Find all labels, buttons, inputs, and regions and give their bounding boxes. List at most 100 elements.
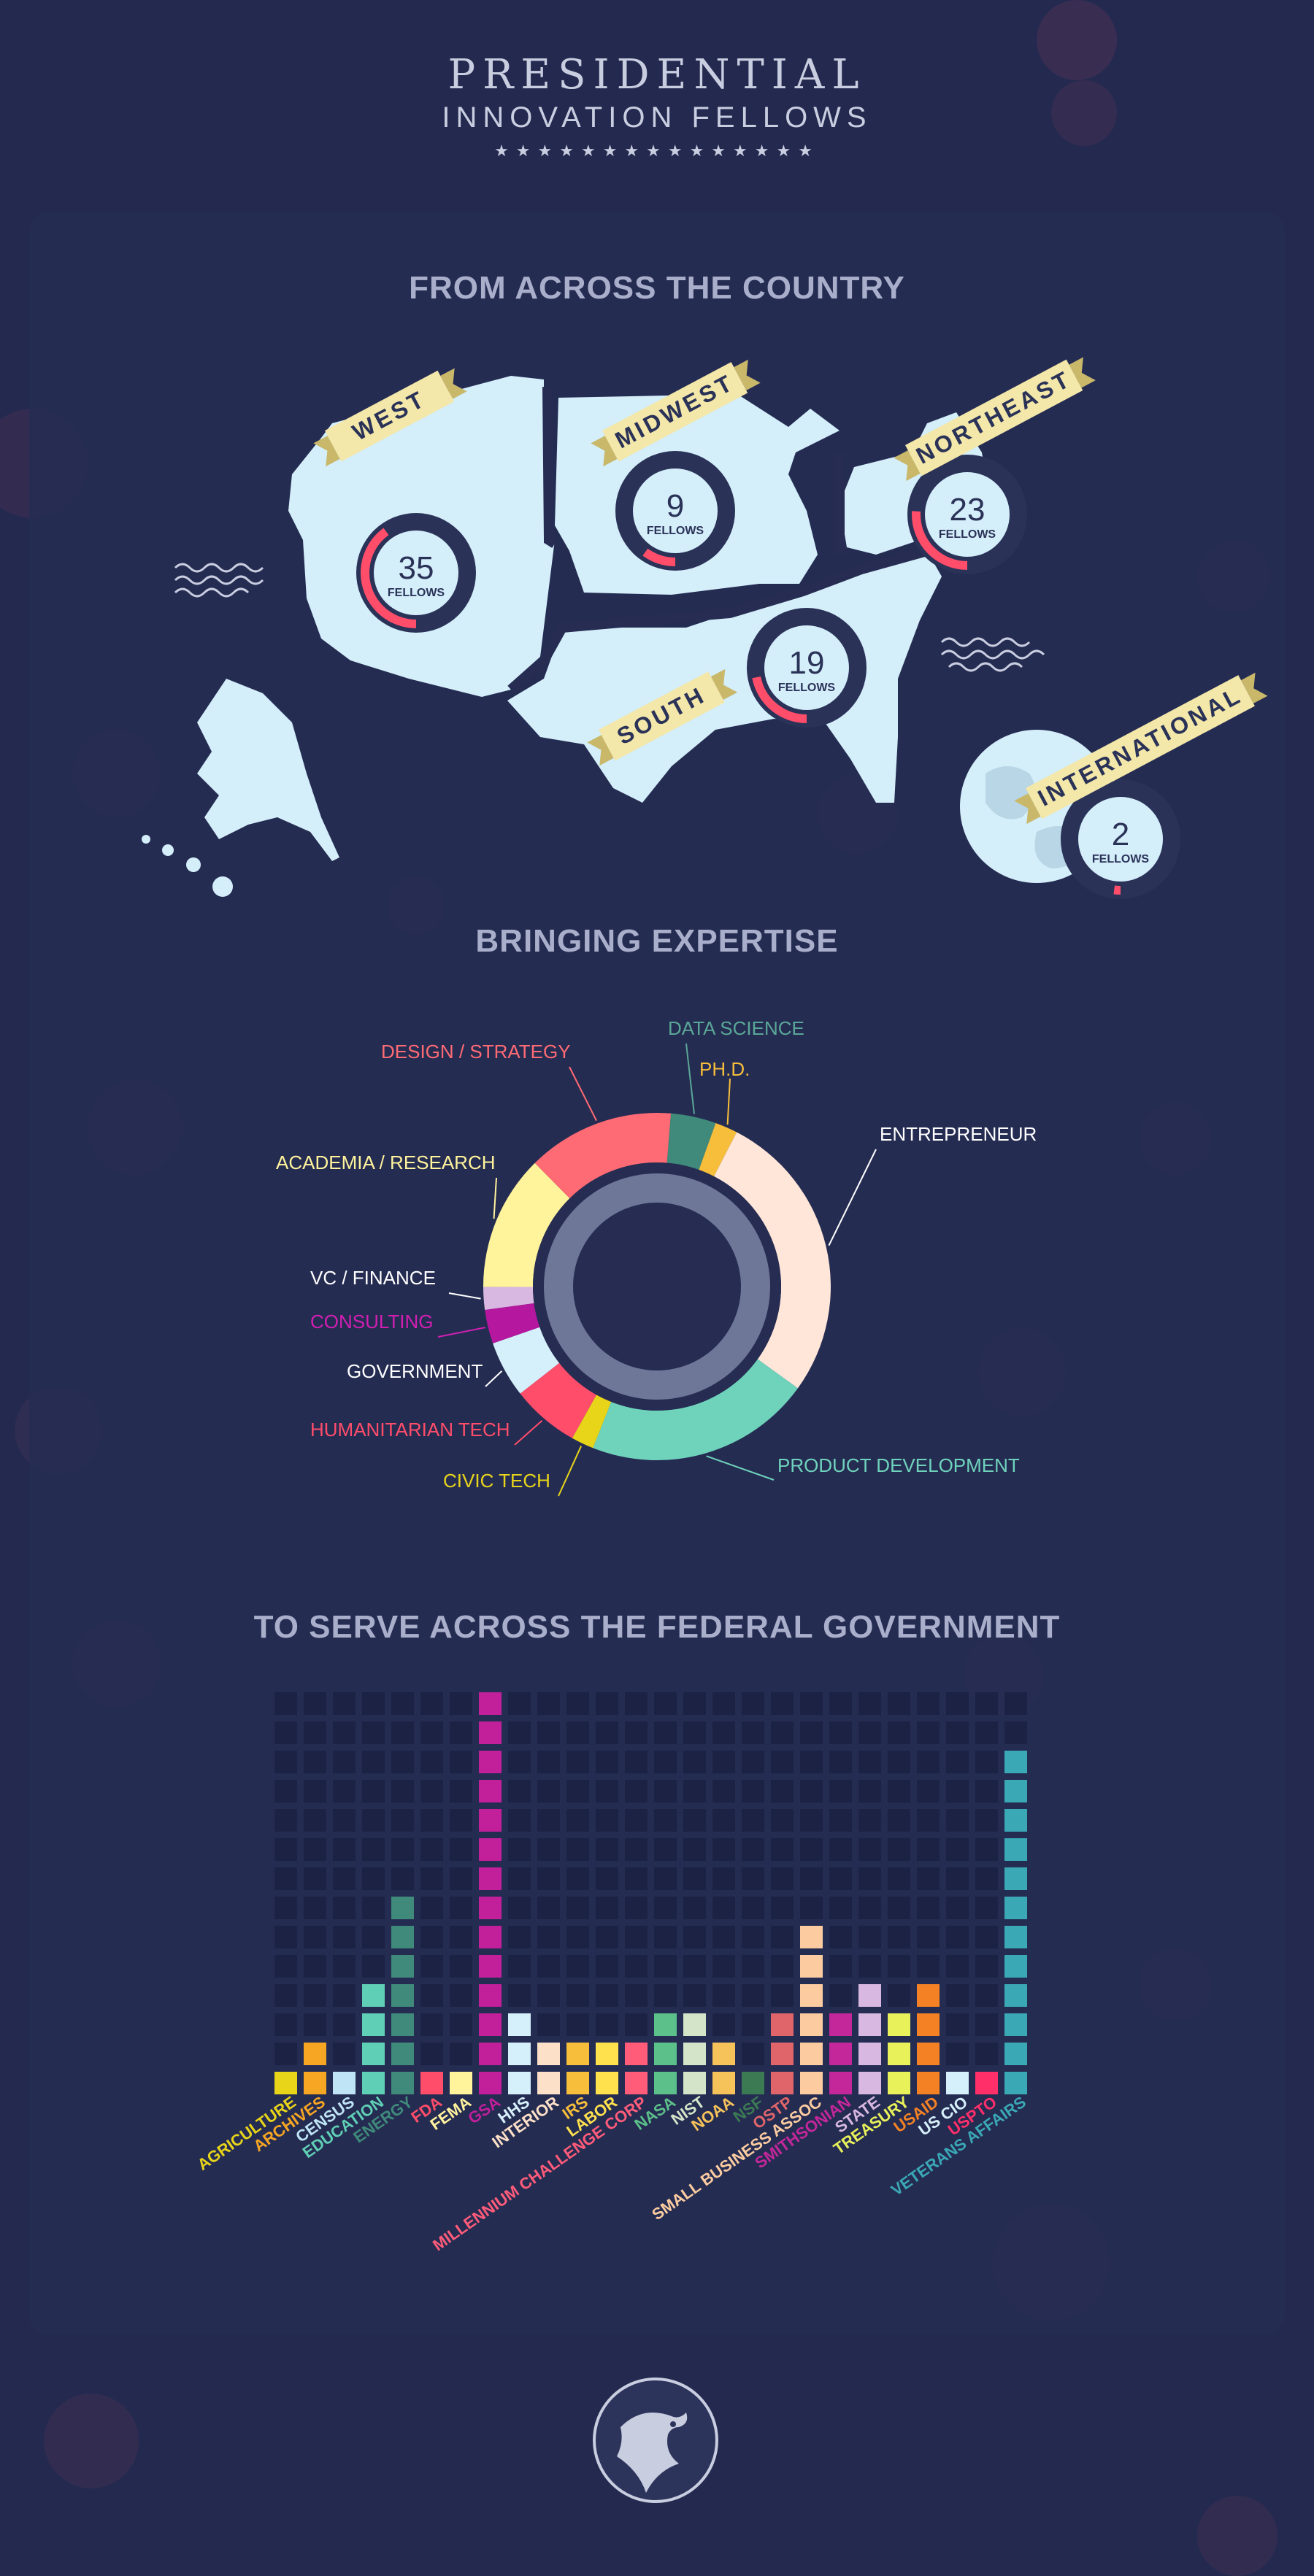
grid-cell (596, 1838, 618, 1861)
bar-millennium-challenge-corp (625, 2043, 648, 2094)
alaska-shape (197, 679, 339, 861)
donut-leader-ph-d (726, 1078, 731, 1125)
region-count: 35 (399, 550, 434, 586)
bar-nasa (654, 2013, 677, 2094)
grid-cell (537, 1751, 560, 1773)
grid-cell (391, 1809, 414, 1832)
ring-progress-arc (912, 459, 1023, 570)
grid-cell (946, 1751, 969, 1773)
grid-cell (391, 1867, 414, 1890)
bar-cell (1004, 1751, 1027, 1773)
grid-cell (508, 1897, 531, 1919)
bar-ostp (771, 2013, 794, 2094)
grid-cell (420, 1838, 443, 1861)
grid-cell (800, 1721, 823, 1744)
donut-slice-academia-research (483, 1162, 570, 1287)
grid-cell (333, 1867, 356, 1890)
region-count: 19 (789, 645, 825, 681)
donut-slice-vc-finance (483, 1287, 534, 1311)
grid-cell (304, 2013, 326, 2036)
donut-label-consulting: CONSULTING (310, 1311, 434, 1333)
bar-cell (771, 2072, 794, 2094)
grid-cell (742, 1751, 764, 1773)
grid-cell (683, 1867, 706, 1890)
agency-bars (274, 1692, 1027, 2094)
hawaii-island-2 (162, 844, 174, 856)
grid-cell (946, 1955, 969, 1978)
grid-cell (888, 1692, 910, 1715)
grid-cell (596, 1955, 618, 1978)
grid-cell (304, 1955, 326, 1978)
grid-cell (420, 1692, 443, 1715)
grid-cell (654, 1721, 677, 1744)
donut-slice-government (493, 1327, 560, 1394)
grid-cell (420, 1867, 443, 1890)
grid-cell (420, 1897, 443, 1919)
bar-usaid (917, 1984, 940, 2094)
grid-cell (712, 1692, 735, 1715)
bar-cell (917, 2043, 940, 2065)
grid-cell (712, 1721, 735, 1744)
bar-cell (888, 2072, 910, 2094)
bar-cell (566, 2043, 589, 2065)
region-count: 2 (1112, 817, 1129, 852)
grid-cell (537, 1721, 560, 1744)
donut-leader-government (485, 1370, 503, 1387)
donut-slice-data-science (666, 1113, 716, 1170)
grid-cell (596, 2013, 618, 2036)
ring-progress-arc (751, 612, 862, 723)
grid-cell (683, 1751, 706, 1773)
grid-cell (450, 2043, 472, 2065)
grid-cell (683, 1721, 706, 1744)
grid-cell (274, 1867, 297, 1890)
bar-cell (742, 2072, 764, 2094)
grid-cell (450, 1751, 472, 1773)
header-title: PRESIDENTIAL (447, 51, 867, 99)
bar-cell (596, 2043, 618, 2065)
bar-cell (1004, 2043, 1027, 2065)
grid-cell (771, 1780, 794, 1802)
hawaii-island-3 (186, 857, 201, 872)
bar-cell (1004, 1838, 1027, 1861)
grid-cell (654, 1955, 677, 1978)
grid-cell (625, 1721, 648, 1744)
grid-cell (858, 1721, 881, 1744)
grid-cell (333, 1838, 356, 1861)
grid-cell (712, 1751, 735, 1773)
grid-cell (333, 1751, 356, 1773)
grid-cell (625, 2013, 648, 2036)
grid-cell (888, 1955, 910, 1978)
grid-cell (946, 1984, 969, 2007)
grid-cell (800, 1780, 823, 1802)
grid-cell (625, 1809, 648, 1832)
bar-cell (1004, 1867, 1027, 1890)
grid-cell (800, 1897, 823, 1919)
grid-cell (712, 1780, 735, 1802)
bar-cell (625, 2072, 648, 2094)
grid-cell (858, 1780, 881, 1802)
south-border (507, 546, 929, 694)
bar-cell (391, 2043, 414, 2065)
grid-cell (858, 1926, 881, 1948)
bar-cell (479, 1721, 502, 1744)
grid-cell (771, 1897, 794, 1919)
ring-progress-arc (361, 517, 472, 628)
bar-cell (391, 2013, 414, 2036)
grid-cell (566, 2013, 589, 2036)
bar-smithsonian (829, 2013, 852, 2094)
grid-cell (742, 1780, 764, 1802)
grid-cell (625, 1984, 648, 2007)
grid-cell (975, 1984, 998, 2007)
bar-interior (537, 2043, 560, 2094)
bar-cell (304, 2043, 326, 2065)
bar-cell (391, 2072, 414, 2094)
grid-cell (333, 1926, 356, 1948)
grid-cell (537, 1984, 560, 2007)
grid-cell (975, 1955, 998, 1978)
grid-cell (566, 1809, 589, 1832)
grid-cell (917, 1897, 940, 1919)
grid-cell (420, 2013, 443, 2036)
grid-cell (537, 1926, 560, 1948)
grid-cell (771, 1867, 794, 1890)
